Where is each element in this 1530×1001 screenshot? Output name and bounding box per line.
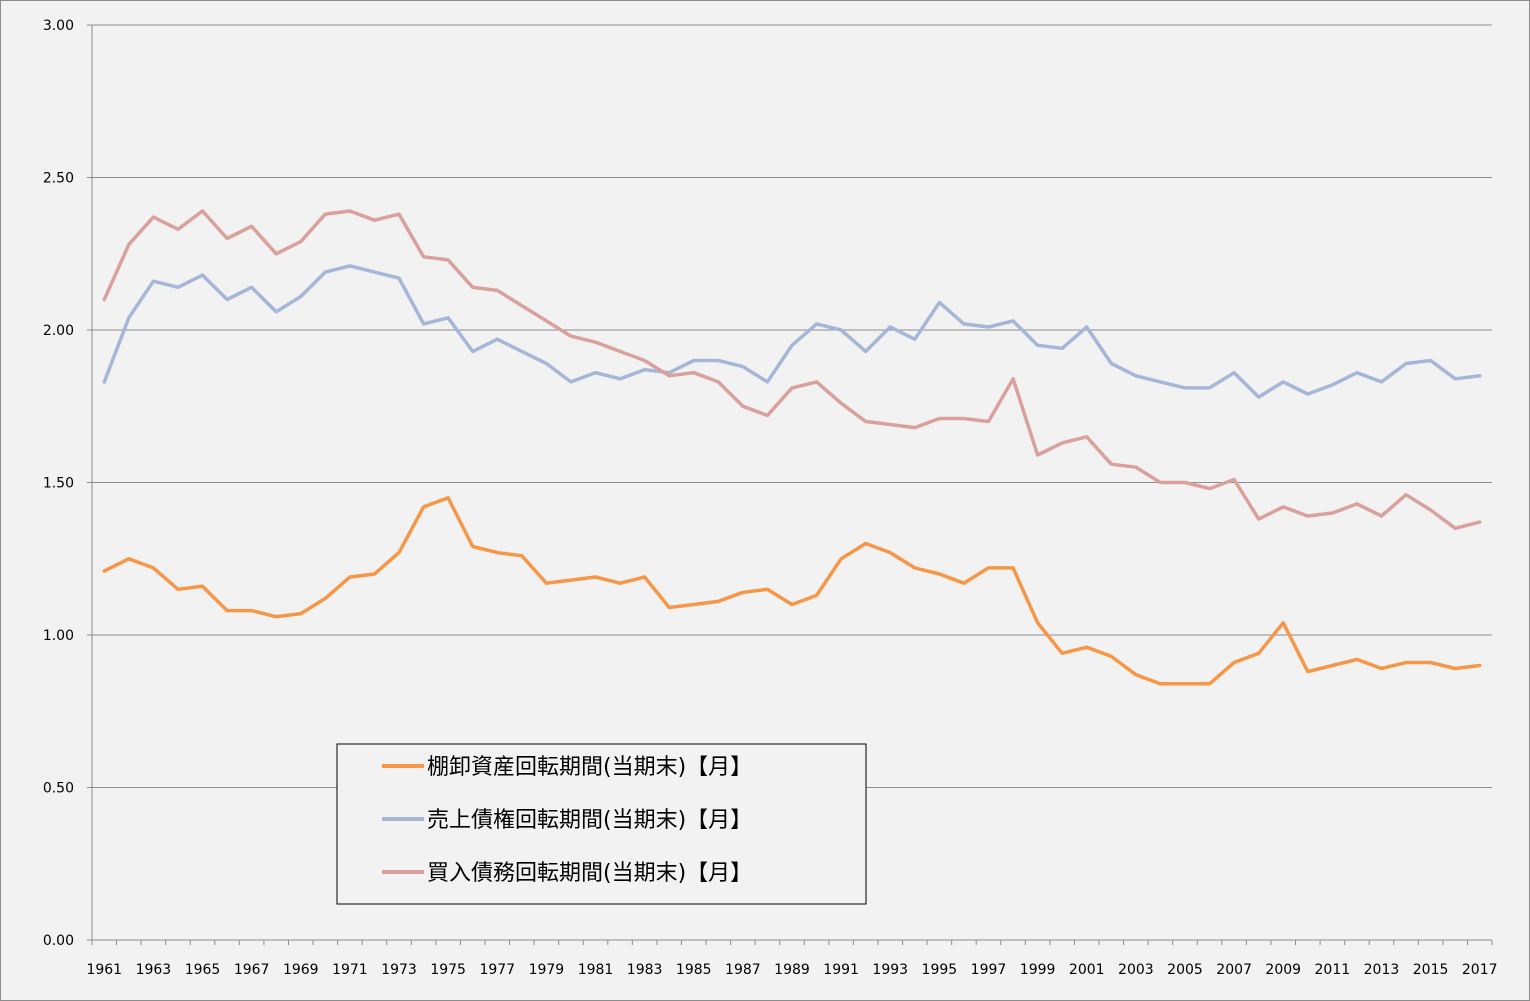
x-tick-label: 1985 [676,962,712,978]
x-tick-label: 1981 [578,962,614,978]
x-tick-label: 1965 [185,962,221,978]
x-tick-label: 2007 [1216,962,1252,978]
legend-box [336,743,867,905]
axes: 0.00 0.50 1.00 1.50 2.00 2.50 3.00 1961 1963 1965… [43,18,1498,978]
series-lines [102,209,1482,686]
series-line-3 [102,209,1482,531]
y-tick-label: 2.00 [43,323,74,339]
y-tick-label: 0.50 [43,781,74,797]
legend-label-1: 棚卸資産回転期間(当期末)【月】 [427,755,752,780]
x-tick-label: 1989 [774,962,810,978]
x-tick-label: 2013 [1364,962,1400,978]
x-tick-label: 2003 [1118,962,1154,978]
x-tick-label: 2015 [1413,962,1449,978]
series-line-2 [102,264,1482,399]
y-tick-label: 2.50 [43,171,74,187]
x-tick-label: 2005 [1167,962,1203,978]
x-tick-label: 2011 [1315,962,1351,978]
x-tick-label: 2017 [1462,962,1498,978]
x-tick-label: 1991 [823,962,859,978]
y-tick-label: 1.50 [43,476,74,492]
x-tick-label: 1997 [971,962,1007,978]
y-tick-label: 3.00 [43,18,74,34]
x-tick-label: 2009 [1265,962,1301,978]
x-tick-label: 1983 [627,962,663,978]
y-tick-label: 1.00 [43,628,74,644]
legend-label-2: 売上債権回転期間(当期末)【月】 [427,808,752,833]
x-tick-label: 1987 [725,962,761,978]
x-tick-label: 1993 [872,962,908,978]
x-tick-label: 1967 [234,962,270,978]
x-tick-label: 1995 [922,962,958,978]
series-line-1 [102,496,1482,686]
x-tick-label: 1969 [283,962,319,978]
x-tick-label: 1971 [332,962,368,978]
x-tick-label: 1975 [430,962,466,978]
x-tick-label: 1999 [1020,962,1056,978]
x-tick-label: 2001 [1069,962,1105,978]
gridlines [92,24,1492,788]
x-tick-label: 1977 [479,962,515,978]
x-tick-label: 1979 [529,962,565,978]
legend-label-3: 買入債務回転期間(当期末)【月】 [427,861,752,886]
x-tick-label: 1973 [381,962,417,978]
y-tick-label: 0.00 [43,933,74,949]
x-tick-label: 1961 [86,962,122,978]
legend: 棚卸資産回転期間(当期末)【月】売上債権回転期間(当期末)【月】買入債務回転期間… [336,743,867,905]
x-tick-label: 1963 [136,962,172,978]
